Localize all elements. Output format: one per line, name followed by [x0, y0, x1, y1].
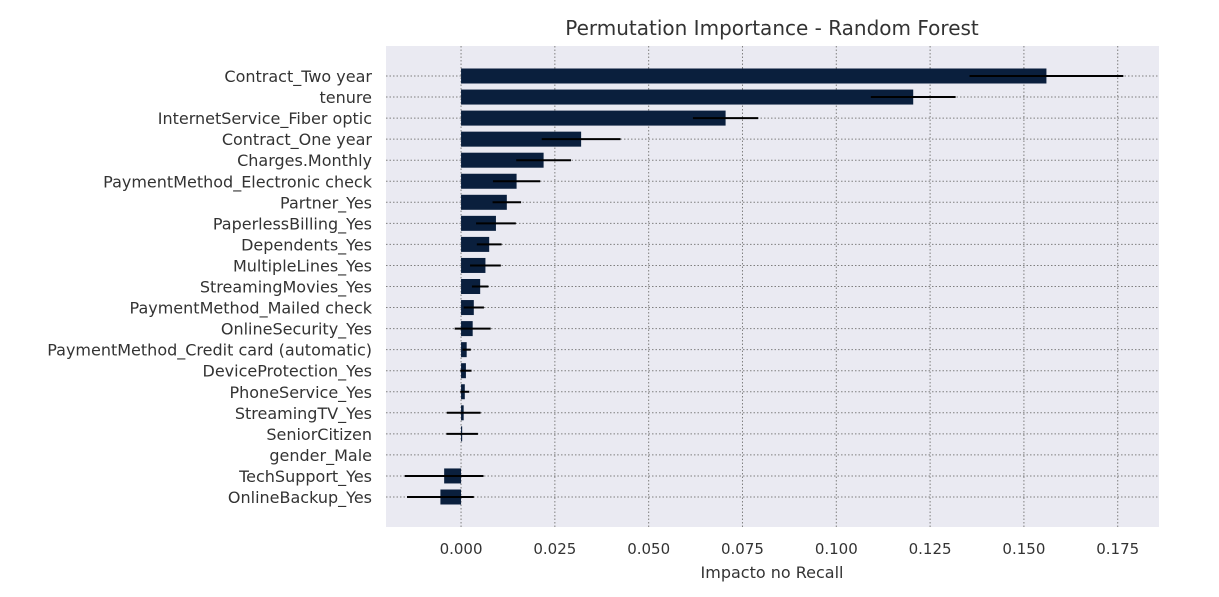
y-tick-label: TechSupport_Yes [238, 467, 372, 487]
bar [461, 110, 726, 126]
y-tick-label: MultipleLines_Yes [233, 256, 372, 276]
y-tick-label: PaperlessBilling_Yes [213, 214, 372, 234]
x-tick-label: 0.175 [1096, 540, 1139, 558]
y-tick-label: PaymentMethod_Electronic check [103, 172, 373, 192]
y-tick-label: InternetService_Fiber optic [158, 109, 372, 129]
bar [461, 236, 490, 252]
y-tick-label: tenure [320, 88, 372, 107]
y-tick-label: StreamingTV_Yes [235, 404, 372, 424]
x-tick-label: 0.150 [1002, 540, 1045, 558]
y-tick-label: OnlineSecurity_Yes [221, 320, 372, 340]
y-tick-label: Partner_Yes [280, 193, 372, 213]
y-tick-label: Dependents_Yes [241, 235, 372, 255]
x-tick-label: 0.100 [815, 540, 858, 558]
y-tick-label: OnlineBackup_Yes [228, 488, 372, 508]
bar [461, 89, 914, 105]
bar [461, 131, 582, 147]
error-layer [404, 75, 1124, 498]
y-tick-label: StreamingMovies_Yes [200, 278, 372, 298]
y-tick-label: Contract_Two year [224, 67, 372, 87]
x-tick-labels: 0.000 0.025 0.050 0.075 0.100 0.125 0.150 0.175 [440, 540, 1140, 558]
bar [461, 194, 507, 210]
y-tick-label: gender_Male [269, 446, 372, 466]
y-tick-label: PaymentMethod_Credit card (automatic) [47, 341, 372, 361]
chart-title: Permutation Importance - Random Forest [565, 16, 979, 40]
x-tick-label: 0.000 [440, 540, 483, 558]
x-tick-label: 0.050 [627, 540, 670, 558]
x-axis-label: Impacto no Recall [701, 563, 844, 582]
bar [461, 152, 544, 168]
grid-layer [386, 46, 1159, 527]
bar [461, 173, 517, 189]
x-tick-label: 0.025 [533, 540, 576, 558]
bar [461, 68, 1047, 84]
x-tick-label: 0.125 [909, 540, 952, 558]
y-tick-label: PhoneService_Yes [229, 383, 372, 403]
x-tick-label: 0.075 [721, 540, 764, 558]
y-tick-label: DeviceProtection_Yes [203, 362, 373, 382]
y-tick-label: PaymentMethod_Mailed check [130, 299, 373, 319]
y-tick-label: SeniorCitizen [266, 425, 372, 444]
bar [461, 279, 481, 294]
y-tick-label: Charges.Monthly [237, 151, 372, 170]
y-tick-label: Contract_One year [222, 130, 373, 150]
